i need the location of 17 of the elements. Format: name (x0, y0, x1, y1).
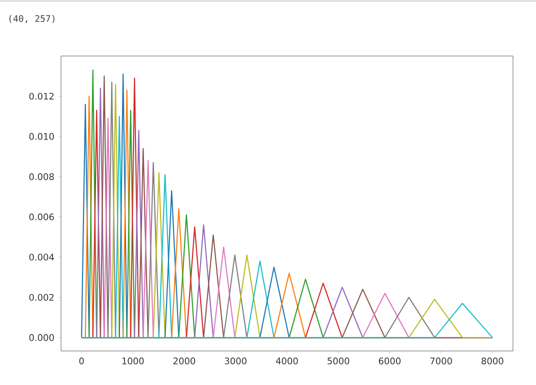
y-tick-label: 0.004 (29, 254, 54, 261)
y-tick-label: 0.012 (29, 92, 54, 100)
x-tick-label: 5000 (328, 358, 350, 364)
x-tick-label: 2000 (173, 358, 196, 364)
x-tick-label: 7000 (430, 358, 452, 364)
text: (40, 257) (9, 14, 54, 24)
y-tick-label: 0.010 (29, 133, 54, 140)
y-tick-label: 0.002 (29, 294, 54, 301)
x-tick-label: 4000 (276, 358, 298, 364)
y-tick-label: 0.008 (29, 173, 54, 180)
x-tick-label: 6000 (378, 358, 401, 364)
x-tick-label: 1000 (122, 358, 144, 364)
y-tick-label: 0.006 (29, 213, 54, 220)
x-tick-label: 8000 (482, 358, 504, 364)
x-tick-label: 3000 (224, 358, 246, 364)
y-tick-label: 0.000 (29, 334, 54, 341)
x-tick-label: 0 (79, 358, 84, 364)
